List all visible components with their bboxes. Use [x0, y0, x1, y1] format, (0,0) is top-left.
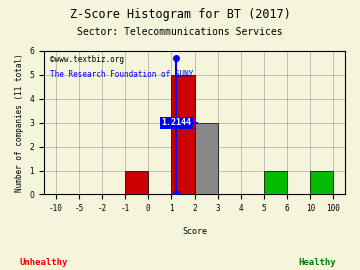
Bar — [310, 171, 333, 194]
Text: ©www.textbiz.org: ©www.textbiz.org — [50, 55, 124, 64]
Text: The Research Foundation of SUNY: The Research Foundation of SUNY — [50, 70, 194, 79]
Text: Sector: Telecommunications Services: Sector: Telecommunications Services — [77, 27, 283, 37]
Bar — [125, 171, 148, 194]
Text: 1.2144: 1.2144 — [161, 118, 192, 127]
Y-axis label: Number of companies (11 total): Number of companies (11 total) — [15, 53, 24, 192]
Bar — [171, 75, 194, 194]
Bar — [194, 123, 218, 194]
Bar — [264, 171, 287, 194]
Text: Healthy: Healthy — [298, 258, 336, 267]
Text: Unhealthy: Unhealthy — [19, 258, 67, 267]
X-axis label: Score: Score — [182, 227, 207, 236]
Text: Z-Score Histogram for BT (2017): Z-Score Histogram for BT (2017) — [69, 8, 291, 21]
